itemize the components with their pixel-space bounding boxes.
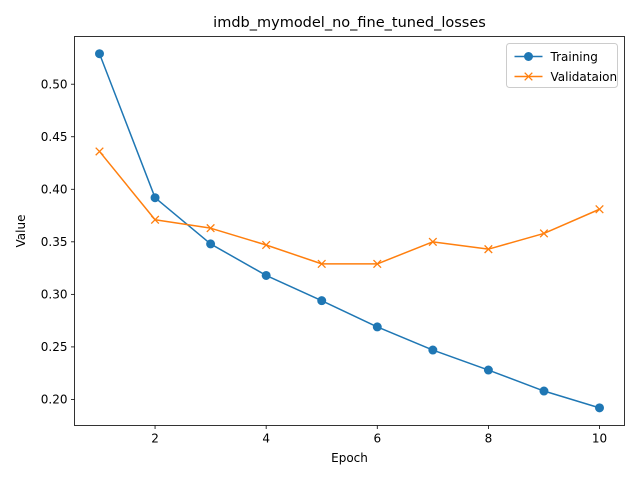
- y-axis: 0.20 0.25 0.30 0.35 0.40 0.45 0.50: [41, 78, 75, 407]
- data-point-training: [317, 296, 327, 306]
- y-tick-label: 0.25: [41, 340, 68, 354]
- y-axis-label: Value: [14, 215, 28, 248]
- data-point-training: [372, 322, 382, 332]
- x-tick-label: 4: [262, 432, 270, 446]
- data-point-validataion: [595, 204, 604, 214]
- data-point-training: [206, 239, 216, 249]
- axes-frame: [74, 36, 625, 426]
- data-point-training: [428, 345, 438, 355]
- y-tick-label: 0.40: [41, 183, 68, 197]
- legend-label-training: Training: [550, 50, 598, 64]
- x-axis: 2 4 6 8 10: [151, 425, 607, 446]
- x-tick-label: 6: [373, 432, 381, 446]
- data-point-validataion: [373, 259, 382, 269]
- y-tick-label: 0.45: [41, 130, 68, 144]
- x-tick-label: 8: [485, 432, 493, 446]
- data-point-validataion: [428, 237, 438, 247]
- data-point-training: [150, 193, 160, 203]
- data-point-validataion: [206, 223, 215, 233]
- y-tick-label: 0.50: [41, 78, 68, 92]
- legend-item-validataion: Validataion: [514, 70, 618, 84]
- legend-label-validataion: Validataion: [551, 70, 618, 84]
- series-line-training: [98, 53, 600, 409]
- y-tick-label: 0.20: [41, 393, 68, 407]
- series-training: [95, 49, 604, 413]
- legend-marker-validataion: [524, 72, 533, 81]
- legend-item-training: Training: [514, 50, 598, 64]
- x-axis-label: Epoch: [331, 451, 368, 465]
- y-tick-label: 0.30: [41, 288, 68, 302]
- series-line-validataion: [98, 150, 600, 265]
- data-point-validataion: [150, 215, 160, 225]
- legend: Training Validataion: [506, 43, 618, 88]
- data-point-training: [539, 386, 549, 396]
- data-point-validataion: [317, 259, 326, 269]
- plot-area: [95, 49, 604, 413]
- data-point-validataion: [539, 229, 549, 238]
- data-point-training: [95, 49, 104, 59]
- data-point-training: [483, 365, 493, 375]
- data-point-validataion: [484, 244, 493, 254]
- x-tick-label: 10: [592, 432, 607, 446]
- y-tick-label: 0.35: [41, 235, 68, 249]
- legend-marker-training: [524, 52, 533, 61]
- chart-title: imdb_mymodel_no_fine_tuned_losses: [213, 15, 486, 31]
- data-point-validataion: [261, 240, 271, 250]
- data-point-training: [595, 403, 604, 413]
- series-validataion: [95, 147, 604, 269]
- x-tick-label: 2: [151, 432, 159, 446]
- data-point-training: [261, 270, 271, 280]
- data-point-validataion: [95, 147, 104, 156]
